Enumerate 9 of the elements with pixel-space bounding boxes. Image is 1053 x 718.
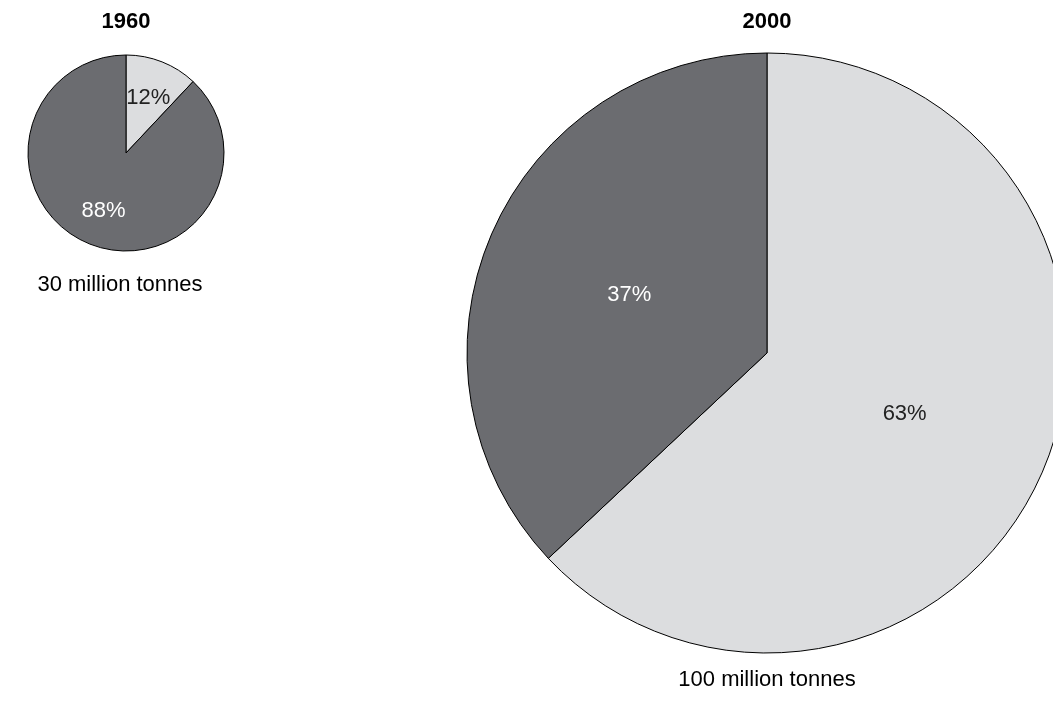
text: 100 million tonnes bbox=[678, 666, 856, 691]
data-label: 63% bbox=[882, 400, 927, 426]
data-label: 12% bbox=[126, 84, 171, 110]
chart-title: 1960 bbox=[101, 8, 151, 33]
data-label: 88% bbox=[81, 197, 126, 223]
text: 30 million tonnes bbox=[37, 271, 203, 296]
pie-slice bbox=[27, 54, 225, 252]
chart-title: 2000 bbox=[742, 8, 792, 33]
data-label: 37% bbox=[607, 281, 652, 307]
